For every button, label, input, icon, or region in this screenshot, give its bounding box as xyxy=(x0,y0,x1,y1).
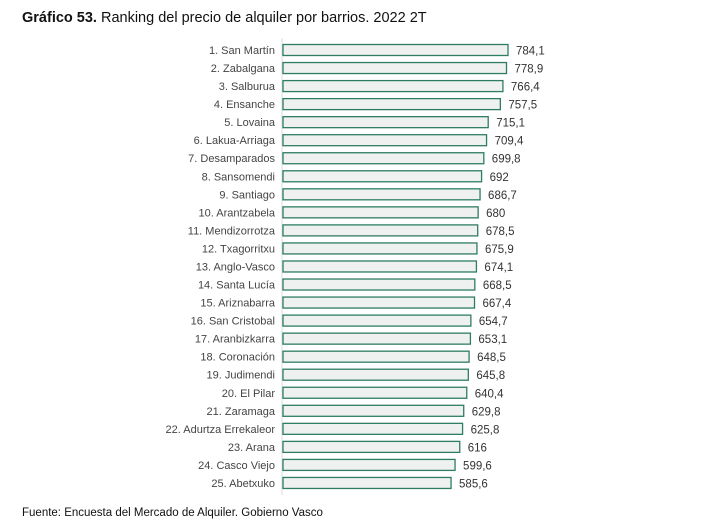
data-label: 766,4 xyxy=(511,82,540,94)
data-label: 680 xyxy=(486,208,505,220)
bar xyxy=(282,278,476,291)
bar xyxy=(282,224,479,237)
bar xyxy=(282,404,465,417)
data-label: 699,8 xyxy=(492,154,521,166)
data-label: 784,1 xyxy=(516,46,545,58)
data-label: 757,5 xyxy=(508,100,537,112)
category-label: 13. Anglo-Vasco xyxy=(196,261,275,273)
category-label: 16. San Cristobal xyxy=(191,316,275,328)
data-label: 709,4 xyxy=(495,136,524,148)
category-label: 25. Abetxuko xyxy=(211,478,275,490)
data-label: 640,4 xyxy=(475,388,504,400)
category-label: 18. Coronación xyxy=(200,352,275,364)
source-note: Fuente: Encuesta del Mercado de Alquiler… xyxy=(22,507,323,519)
bar xyxy=(282,43,509,57)
category-label: 20. El Pilar xyxy=(222,388,276,400)
category-label: 6. Lakua-Arriaga xyxy=(194,135,276,147)
data-label: 675,9 xyxy=(485,244,514,256)
bar xyxy=(282,97,502,111)
data-label: 686,7 xyxy=(488,190,517,202)
category-label: 4. Ensanche xyxy=(214,99,275,111)
data-label: 599,6 xyxy=(463,460,492,472)
category-label: 9. Santiago xyxy=(219,189,275,201)
data-label: 653,1 xyxy=(478,334,507,346)
data-label: 778,9 xyxy=(515,64,544,76)
category-label: 15. Ariznabarra xyxy=(200,298,275,310)
category-label: 24. Casco Viejo xyxy=(198,460,275,472)
bar xyxy=(282,61,508,75)
bar xyxy=(282,206,479,219)
category-label: 23. Arana xyxy=(228,442,276,454)
data-label: 648,5 xyxy=(477,352,506,364)
data-label: 654,7 xyxy=(479,316,508,328)
bar xyxy=(282,134,488,147)
bar xyxy=(282,152,485,165)
bar xyxy=(282,440,461,454)
category-label: 19. Judimendi xyxy=(207,370,276,382)
bar xyxy=(282,116,489,129)
title-number: Gráfico 53. xyxy=(22,10,97,26)
bar xyxy=(282,368,469,381)
bar xyxy=(282,332,472,345)
bar xyxy=(282,79,504,93)
data-label: 678,5 xyxy=(486,226,515,238)
category-label: 5. Lovaina xyxy=(224,117,276,129)
bar xyxy=(282,350,470,363)
category-label: 7. Desamparados xyxy=(188,153,275,165)
bar xyxy=(282,188,481,201)
bar xyxy=(282,314,472,327)
title-text: Ranking del precio de alquiler por barri… xyxy=(96,10,427,26)
data-label: 674,1 xyxy=(484,262,513,274)
bar xyxy=(282,296,476,309)
category-label: 11. Mendizorrotza xyxy=(188,225,276,237)
category-label: 1. San Martín xyxy=(209,45,275,57)
data-label: 585,6 xyxy=(459,478,488,490)
category-label: 10. Arantzabela xyxy=(199,207,276,219)
data-label: 629,8 xyxy=(472,406,501,418)
bar xyxy=(282,170,483,183)
data-label: 667,4 xyxy=(483,298,512,310)
data-label: 625,8 xyxy=(471,424,500,436)
category-label: 17. Aranbizkarra xyxy=(195,334,276,346)
data-label: 616 xyxy=(468,442,487,454)
category-label: 12. Txagorritxu xyxy=(202,243,275,255)
data-label: 715,1 xyxy=(496,118,525,130)
bar xyxy=(282,260,478,273)
bar xyxy=(282,476,452,490)
chart-title: Gráfico 53. Ranking del precio de alquil… xyxy=(22,10,427,26)
category-label: 14. Santa Lucía xyxy=(198,280,276,292)
category-label: 22. Adurtza Errekaleor xyxy=(166,424,276,436)
data-label: 645,8 xyxy=(476,370,505,382)
data-label: 668,5 xyxy=(483,280,512,292)
category-label: 21. Zaramaga xyxy=(207,406,276,418)
bar xyxy=(282,386,468,399)
bar xyxy=(282,242,478,255)
category-label: 2. Zabalgana xyxy=(211,63,276,75)
bar xyxy=(282,458,456,472)
category-label: 3. Salburua xyxy=(219,81,276,93)
data-label: 692 xyxy=(490,172,509,184)
category-label: 8. Sansomendi xyxy=(202,171,275,183)
bar xyxy=(282,422,464,435)
